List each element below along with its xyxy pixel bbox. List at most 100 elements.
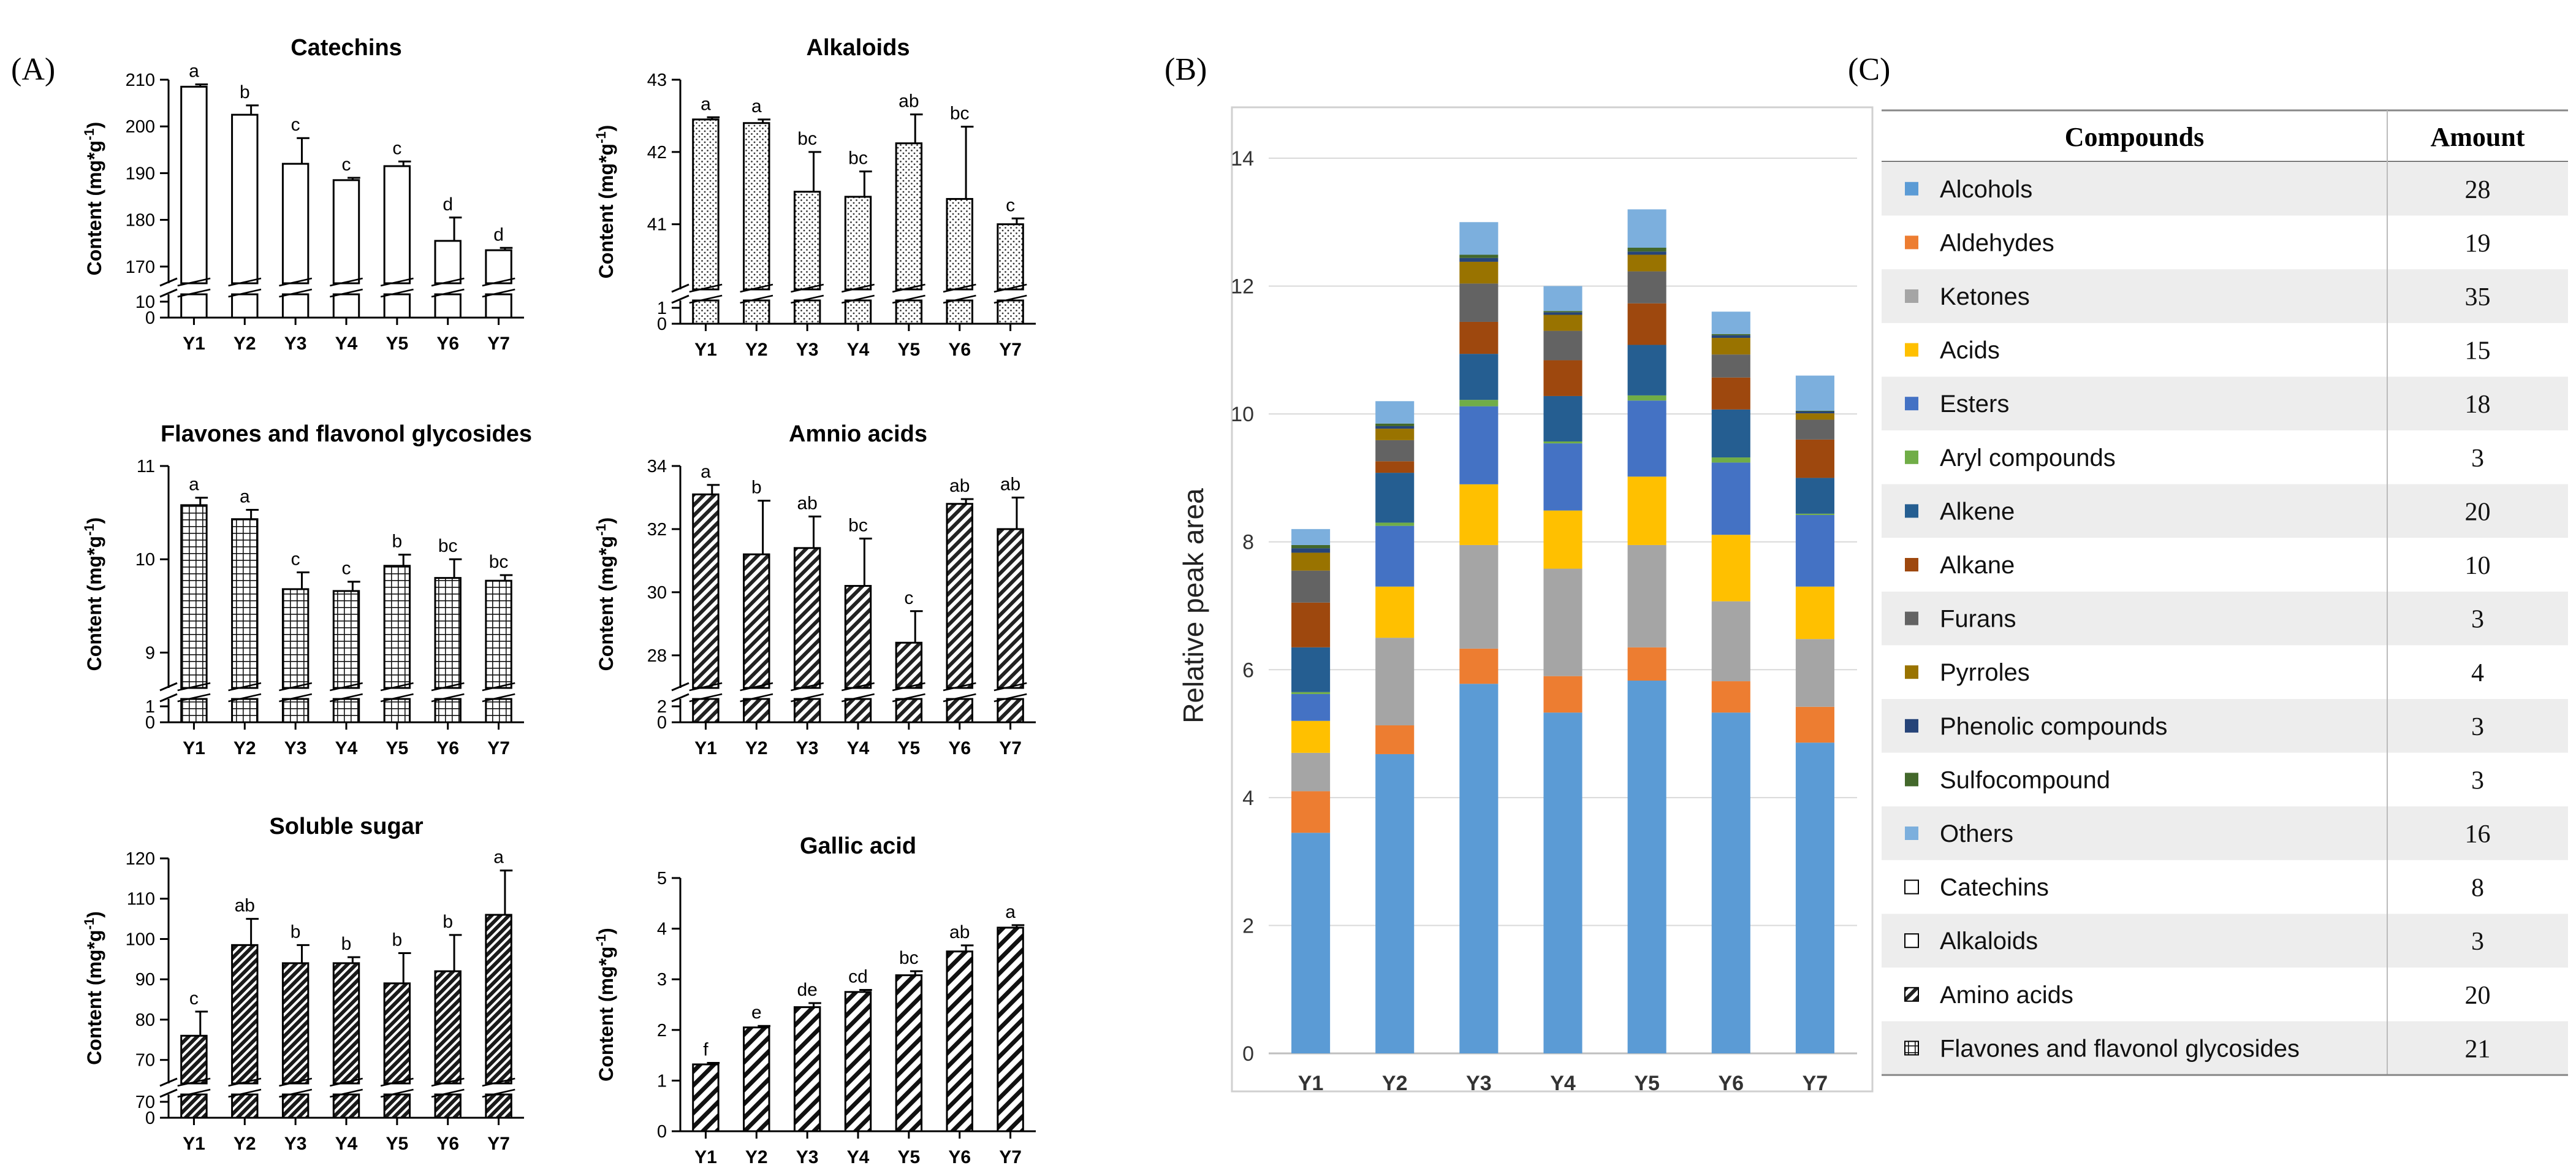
stack-segment-aldehydes <box>1459 648 1499 684</box>
y-tick-label: 0 <box>657 1122 667 1142</box>
x-tick-label: Y6 <box>948 738 971 758</box>
stack-segment-aryl-compounds <box>1291 692 1331 694</box>
bar-lower <box>895 299 923 325</box>
table-cell-compound: Pyrroles <box>1940 659 2030 686</box>
table-cell-compound: Ketones <box>1940 283 2030 310</box>
x-tick-label: Y7 <box>487 738 510 758</box>
error-bar <box>449 216 462 241</box>
x-tick-label: Y7 <box>487 334 510 354</box>
y-tick-label: 8 <box>1242 531 1254 554</box>
error-bar <box>500 246 513 251</box>
stack-segment-pyrroles <box>1627 254 1666 272</box>
y-tick-label: 42 <box>647 143 667 162</box>
significance-letter: c <box>392 138 401 158</box>
error-bar <box>348 177 360 180</box>
error-bar <box>1011 217 1025 224</box>
stack-segment-alkane <box>1795 439 1834 478</box>
stack-segment-furans <box>1795 419 1834 440</box>
significance-letter: a <box>751 96 762 116</box>
bar-lower <box>180 293 208 319</box>
significance-letter: bc <box>899 948 919 968</box>
y-tick-label: 3 <box>657 970 667 990</box>
stack-segment-ketones <box>1543 568 1582 676</box>
y-tick-label: 10 <box>1231 403 1254 426</box>
bar-break <box>994 682 1027 703</box>
significance-letter: b <box>240 82 250 102</box>
stack-segment-alkene <box>1543 395 1582 441</box>
x-tick-label: Y6 <box>436 334 459 354</box>
error-bar <box>808 151 821 192</box>
x-tick-label: Y3 <box>796 738 819 758</box>
legend-marker <box>1904 1040 1919 1056</box>
bar <box>485 914 512 1085</box>
legend-marker <box>1904 879 1919 895</box>
stack-segment-ketones <box>1291 752 1331 792</box>
significance-letter: a <box>189 61 199 82</box>
error-bar <box>500 869 513 915</box>
bar <box>434 577 462 689</box>
table-row-band <box>1882 806 2568 860</box>
error-bar <box>758 1025 770 1028</box>
table-cell-compound: Others <box>1940 820 2013 847</box>
y-tick-label: 1 <box>657 299 667 318</box>
bar-lower <box>281 698 310 724</box>
significance-letter: d <box>493 224 504 245</box>
significance-letter: ab <box>1000 474 1020 494</box>
stack-segment-alcohols <box>1795 743 1834 1053</box>
bar-lower <box>692 299 720 325</box>
chart-catechins: Catechins 170 180 190 200 210 010 Content (mg*g… <box>82 35 524 354</box>
stack-segment-furans <box>1543 330 1582 361</box>
stack-segment-phenolic-compounds <box>1375 426 1415 429</box>
bar <box>383 565 411 689</box>
bar-break <box>943 682 976 703</box>
bar-lower <box>485 1093 512 1119</box>
stack-segment-alkane <box>1627 303 1666 345</box>
table-cell-amount: 28 <box>2465 176 2491 204</box>
legend-marker <box>1904 933 1919 949</box>
y-tick-label: 9 <box>145 643 155 663</box>
error-bar <box>960 944 974 952</box>
y-tick-label: 200 <box>126 117 155 137</box>
bar-break <box>431 1077 465 1098</box>
bar-break <box>842 283 875 304</box>
y-tick-label: 170 <box>126 258 155 277</box>
x-tick-label: Y5 <box>386 738 409 758</box>
table-cell-compound: Alcohols <box>1940 176 2032 203</box>
error-bar <box>960 126 974 199</box>
axis-break <box>671 283 690 304</box>
table-cell-amount: 16 <box>2465 820 2491 849</box>
y-tick-label: 80 <box>135 1010 155 1030</box>
error-bar <box>910 113 923 143</box>
error-bar <box>500 574 513 581</box>
x-tick-label: Y6 <box>948 1147 971 1167</box>
bar-lower <box>743 698 770 724</box>
x-tick-label: Y1 <box>694 738 717 758</box>
bar-break <box>330 1077 363 1098</box>
table-cell-amount: 20 <box>2465 498 2491 526</box>
legend-marker <box>1904 987 1919 1002</box>
legend-marker <box>1905 181 1918 196</box>
x-tick-label: Y3 <box>796 340 819 360</box>
stack-segment-esters <box>1543 443 1582 511</box>
stack-segment-alkane <box>1543 360 1582 396</box>
legend-marker <box>1905 558 1918 571</box>
error-bar <box>297 137 310 164</box>
table-cell-compound: Flavones and flavonol glycosides <box>1940 1035 2300 1062</box>
error-bar <box>910 610 923 643</box>
significance-letter: a <box>701 462 711 482</box>
bar <box>743 122 770 291</box>
stack-segment-aryl-compounds <box>1375 522 1415 526</box>
bar-lower <box>434 293 462 319</box>
table-cell-compound: Catechins <box>1940 874 2049 901</box>
panel-label-c: (C) <box>1848 52 1890 87</box>
bar <box>332 179 360 284</box>
error-bar <box>808 1002 821 1007</box>
error-bar <box>758 500 770 555</box>
bar <box>434 240 462 284</box>
x-tick-label: Y7 <box>1803 1072 1828 1095</box>
bar-break <box>791 283 824 304</box>
stack-segment-phenolic-compounds <box>1543 312 1582 315</box>
stack-segment-alcohols <box>1711 712 1750 1053</box>
error-bar <box>195 1010 208 1036</box>
